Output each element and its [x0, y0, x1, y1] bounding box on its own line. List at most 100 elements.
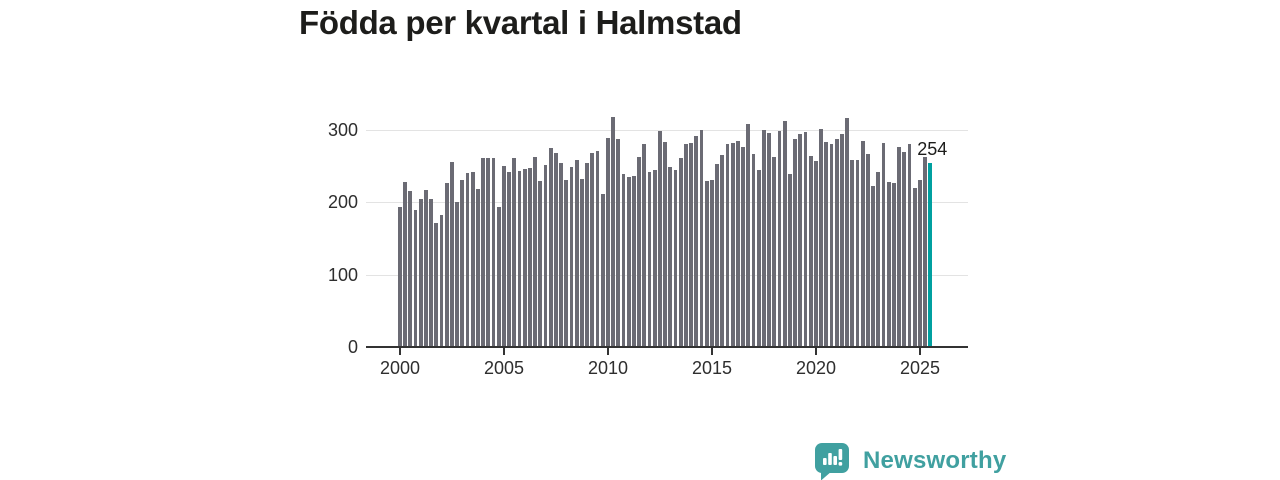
bar [720, 155, 725, 347]
bar [517, 171, 522, 347]
bar [647, 171, 652, 347]
x-tick-label: 2005 [483, 358, 525, 378]
bar [543, 165, 548, 347]
bar [465, 173, 470, 347]
bar [569, 166, 574, 347]
bar [814, 161, 818, 347]
bar [585, 163, 589, 347]
bar [860, 140, 865, 347]
bar [616, 138, 621, 347]
bar [491, 158, 496, 347]
bar [632, 175, 636, 347]
highlighted-bar [928, 163, 933, 347]
bar [798, 133, 803, 347]
bar [538, 181, 543, 347]
bar [741, 147, 745, 347]
bar [788, 174, 792, 347]
bar [600, 194, 605, 347]
gridline-100 [366, 274, 968, 276]
bar [502, 166, 506, 347]
bar [912, 187, 917, 347]
x-tick [607, 348, 609, 355]
x-tick-label: 2000 [379, 358, 421, 378]
bar [460, 179, 465, 347]
bar [439, 214, 444, 347]
bar [803, 132, 808, 347]
bar [767, 132, 771, 347]
bar [793, 138, 797, 347]
x-axis-line [366, 346, 968, 348]
x-tick [815, 348, 817, 355]
bar [730, 142, 735, 347]
last-value-annotation: 254 [917, 139, 948, 160]
gridline-200 [366, 202, 968, 204]
bar [772, 157, 777, 347]
x-tick [503, 348, 505, 355]
bar [528, 167, 532, 347]
x-tick [711, 348, 713, 355]
bar [450, 161, 454, 347]
plot-area: 0 100 200 300 2000 2005 2010 2015 2020 2025 254 [328, 100, 968, 390]
bar [923, 156, 927, 347]
bar [533, 157, 537, 347]
bar [699, 129, 704, 347]
bar [481, 158, 485, 347]
bar [689, 142, 693, 347]
bar [507, 171, 511, 347]
y-tick-label: 200 [327, 192, 358, 213]
bar [892, 183, 896, 347]
bar [876, 171, 881, 347]
y-tick-label: 100 [327, 264, 358, 285]
bar [881, 142, 886, 347]
bar [611, 116, 615, 347]
bar [845, 118, 849, 347]
bar [606, 137, 610, 347]
bar [637, 156, 641, 347]
bar [496, 206, 501, 347]
bar [658, 131, 662, 347]
bar [777, 130, 782, 347]
bar [782, 120, 787, 347]
bar [574, 160, 579, 347]
bar [710, 179, 714, 347]
bar [470, 171, 475, 347]
x-tick-label: 2020 [795, 358, 837, 378]
bar [829, 144, 834, 347]
bar [642, 143, 647, 347]
bar [715, 163, 719, 347]
bar [418, 199, 423, 347]
bar [548, 148, 553, 347]
bar [684, 143, 688, 347]
bar [413, 210, 418, 347]
bar [668, 166, 673, 347]
bar [580, 179, 584, 347]
bar [866, 153, 870, 347]
y-tick-label: 0 [347, 337, 358, 357]
bar [902, 151, 907, 347]
bar [736, 140, 740, 347]
bar [398, 207, 402, 347]
x-tick [919, 348, 921, 355]
bar [746, 124, 751, 347]
bar [424, 190, 428, 347]
y-tick-label: 300 [327, 119, 358, 140]
bar [819, 129, 823, 347]
bar [590, 153, 595, 347]
bar [756, 170, 761, 347]
bar [403, 182, 407, 347]
bar [855, 159, 860, 347]
newsworthy-logo-text: Newsworthy [863, 447, 1007, 474]
bar [704, 180, 709, 347]
bar [673, 169, 678, 347]
bar [850, 159, 855, 347]
bar [455, 201, 459, 347]
bar [434, 222, 439, 347]
bar [522, 169, 527, 347]
bar [476, 188, 480, 347]
bar [554, 153, 558, 347]
bar [621, 174, 626, 347]
newsworthy-bar-chart-bubble-icon [815, 443, 849, 480]
bar [564, 179, 569, 347]
bar [886, 182, 891, 347]
